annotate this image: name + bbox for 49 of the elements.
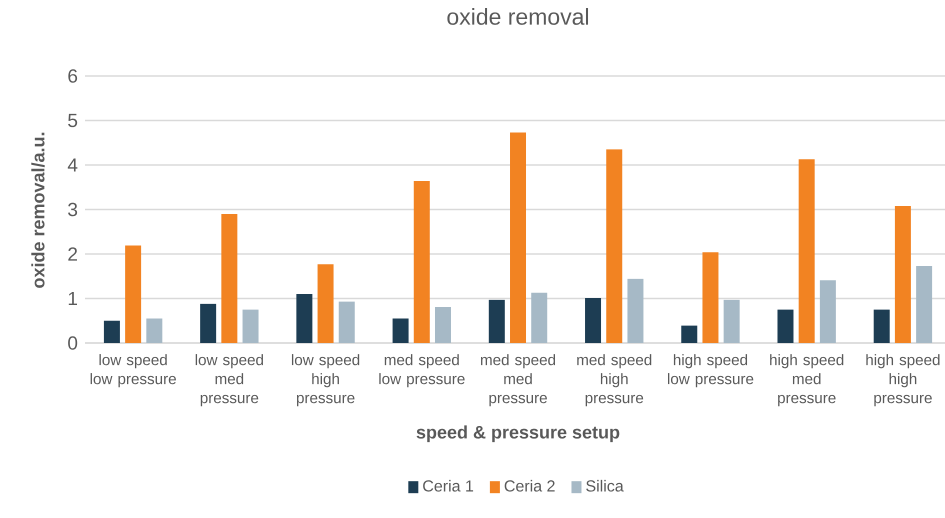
x-tick-label: high speed med pressure	[770, 354, 844, 406]
y-tick-label: 1	[68, 292, 77, 306]
x-tick-label: med speed med pressure	[480, 354, 556, 406]
bar	[724, 300, 740, 344]
x-tick-label: high speed high pressure	[866, 354, 940, 406]
legend-label: Ceria 1	[423, 480, 474, 492]
y-tick-label: 4	[68, 158, 78, 172]
y-tick-label: 2	[68, 247, 77, 261]
x-tick-label: low speed low pressure	[90, 354, 176, 388]
bar	[318, 264, 334, 344]
bar	[531, 292, 548, 344]
y-tick-label: 0	[68, 336, 78, 350]
bar	[510, 132, 526, 344]
bar	[488, 300, 505, 344]
bar	[104, 320, 120, 344]
bar	[146, 318, 162, 344]
x-tick-label: med speed high pressure	[577, 354, 652, 406]
bar	[296, 294, 312, 344]
x-tick-label: low speed high pressure	[292, 354, 360, 406]
y-tick-label: 3	[68, 202, 78, 216]
bar	[414, 181, 430, 344]
y-tick-label: 5	[68, 114, 78, 128]
bar	[798, 159, 815, 344]
bar	[702, 252, 718, 344]
bar	[894, 206, 911, 344]
bar	[392, 318, 409, 344]
y-tick-label: 6	[68, 69, 78, 83]
bar	[221, 214, 238, 344]
x-tick-label: high speed low pressure	[668, 354, 754, 388]
bar	[242, 310, 259, 344]
x-axis-title: speed & pressure setup	[416, 425, 620, 442]
bar	[585, 298, 602, 344]
bar	[338, 302, 355, 344]
y-axis-title: oxide removal/a.u.	[31, 132, 45, 288]
bar	[434, 306, 451, 344]
bar	[681, 326, 698, 344]
legend-label: Ceria 2	[504, 480, 555, 492]
bar	[874, 310, 890, 344]
x-tick-label: med speed low pressure	[379, 354, 465, 388]
x-tick-label: low speed med pressure	[196, 354, 263, 406]
bar	[627, 278, 644, 344]
chart-title: oxide removal	[447, 8, 588, 25]
legend-label: Silica	[586, 480, 624, 492]
bar	[200, 304, 216, 344]
bar	[606, 149, 622, 344]
bar	[916, 266, 932, 344]
bar	[820, 280, 836, 344]
bar	[125, 246, 142, 344]
bar	[777, 310, 794, 344]
